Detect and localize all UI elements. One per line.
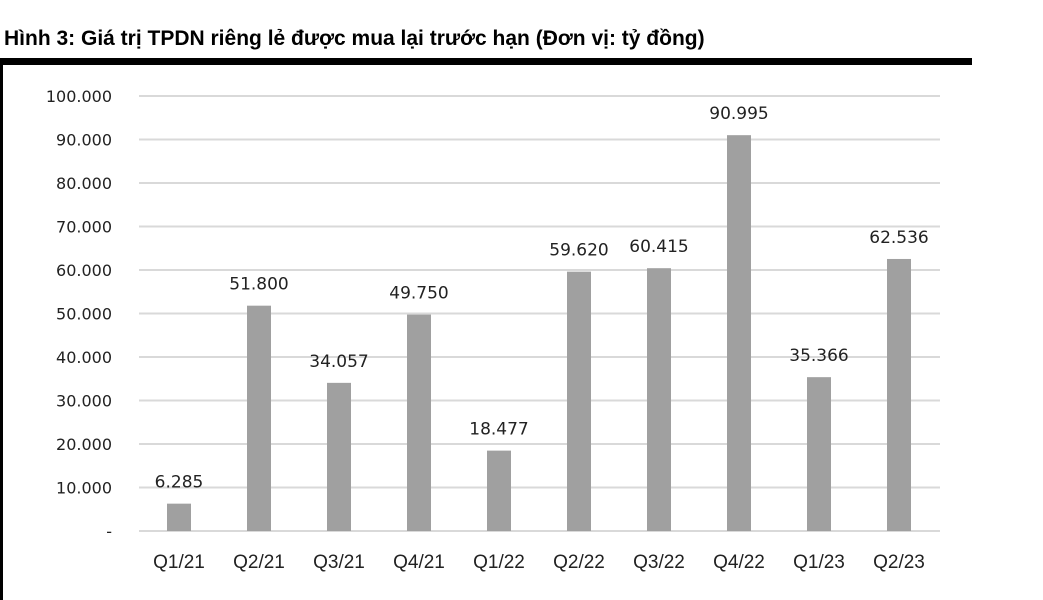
data-label: 62.536: [869, 228, 928, 248]
y-tick-label: 50.000: [56, 305, 112, 324]
y-tick-label: 70.000: [56, 218, 112, 237]
data-label: 35.366: [789, 346, 848, 366]
x-tick-label: Q1/23: [793, 552, 845, 573]
chart-title: Hình 3: Giá trị TPDN riêng lẻ được mua l…: [4, 27, 705, 50]
bar: [327, 382, 351, 531]
x-tick-label: Q2/22: [553, 552, 605, 573]
x-tick-label: Q4/21: [393, 552, 445, 573]
y-tick-label: 20.000: [56, 435, 112, 454]
data-label: 90.995: [709, 104, 768, 124]
bar: [647, 268, 671, 531]
x-tick-label: Q2/23: [873, 552, 925, 573]
data-label: 49.750: [389, 284, 448, 304]
x-tick-label: Q3/22: [633, 552, 685, 573]
bar: [167, 503, 191, 531]
bar: [887, 258, 911, 531]
y-tick-label: 40.000: [56, 348, 112, 367]
y-tick-label: 60.000: [56, 261, 112, 280]
y-tick-label: -: [106, 522, 112, 541]
bar: [727, 135, 751, 531]
x-tick-label: Q4/22: [713, 552, 765, 573]
data-label: 59.620: [549, 241, 608, 261]
y-tick-label: 80.000: [56, 174, 112, 193]
x-tick-label: Q3/21: [313, 552, 365, 573]
bar: [247, 305, 271, 531]
y-tick-label: 90.000: [56, 131, 112, 150]
y-tick-label: 10.000: [56, 479, 112, 498]
y-tick-label: 100.000: [46, 87, 112, 106]
data-label: 51.800: [229, 275, 288, 295]
y-tick-label: 30.000: [56, 392, 112, 411]
x-tick-label: Q2/21: [233, 552, 285, 573]
bar: [487, 450, 511, 531]
left-border: [0, 58, 3, 600]
x-tick-label: Q1/21: [153, 552, 205, 573]
bar: [567, 271, 591, 531]
data-label: 34.057: [309, 352, 368, 372]
bar: [807, 377, 831, 531]
x-tick-label: Q1/22: [473, 552, 525, 573]
bar: [407, 314, 431, 531]
data-label: 6.285: [155, 473, 204, 493]
title-underline: [0, 58, 972, 65]
data-label: 60.415: [629, 237, 688, 257]
data-label: 18.477: [469, 420, 528, 440]
